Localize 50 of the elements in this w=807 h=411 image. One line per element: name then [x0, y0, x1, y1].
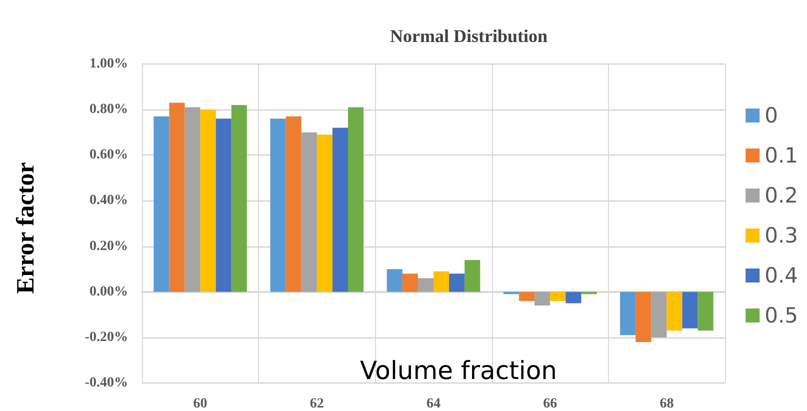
bar: [348, 107, 364, 292]
bar: [332, 128, 348, 292]
y-axis-title: Error factor: [12, 162, 40, 294]
x-axis-title: Volume fraction: [360, 356, 557, 385]
bar: [566, 292, 582, 304]
bar: [682, 292, 698, 328]
y-tick-label: 0.00%: [90, 284, 128, 300]
legend-label: 0.5: [764, 304, 798, 328]
y-tick-label: -0.40%: [84, 376, 128, 390]
chart-title: Normal Distribution: [390, 26, 548, 46]
legend-label: 0.2: [764, 184, 798, 208]
y-tick-label: 0.60%: [90, 148, 128, 163]
bar: [386, 269, 402, 292]
bar: [184, 107, 200, 292]
x-tick-label: 62: [310, 396, 324, 411]
bar: [200, 110, 216, 292]
y-tick-label: -0.20%: [84, 330, 128, 345]
y-tick-label: 0.40%: [90, 193, 128, 208]
bar: [550, 292, 566, 301]
y-tick-label: 0.80%: [90, 102, 128, 118]
bar: [402, 274, 418, 292]
bar: [301, 132, 317, 292]
x-tick-label: 66: [543, 396, 558, 411]
bar: [464, 260, 480, 292]
x-tick-label: 60: [193, 396, 208, 411]
bar: [154, 116, 170, 292]
bar: [698, 292, 714, 331]
bar: [286, 116, 302, 292]
x-tick-label: 68: [660, 396, 674, 411]
bar: [316, 134, 332, 292]
bar: [216, 118, 232, 292]
bar: [519, 292, 535, 301]
bar: [651, 292, 667, 338]
legend-label: 0.1: [764, 144, 798, 168]
bar: [418, 278, 434, 292]
bar: [434, 271, 450, 292]
y-tick-label: 0.20%: [90, 238, 128, 254]
legend-label: 0: [764, 104, 778, 128]
bar: [449, 274, 465, 292]
bar: [620, 292, 636, 336]
bar: [534, 292, 550, 306]
legend-label: 0.3: [764, 224, 798, 248]
legend-label: 0.4: [764, 264, 798, 288]
bar: [270, 118, 286, 292]
bar: [636, 292, 652, 342]
bar: [666, 292, 682, 331]
bar: [169, 102, 185, 292]
y-tick-label: 1.00%: [90, 56, 128, 72]
x-tick-label: 64: [426, 396, 440, 411]
bar: [231, 105, 247, 292]
